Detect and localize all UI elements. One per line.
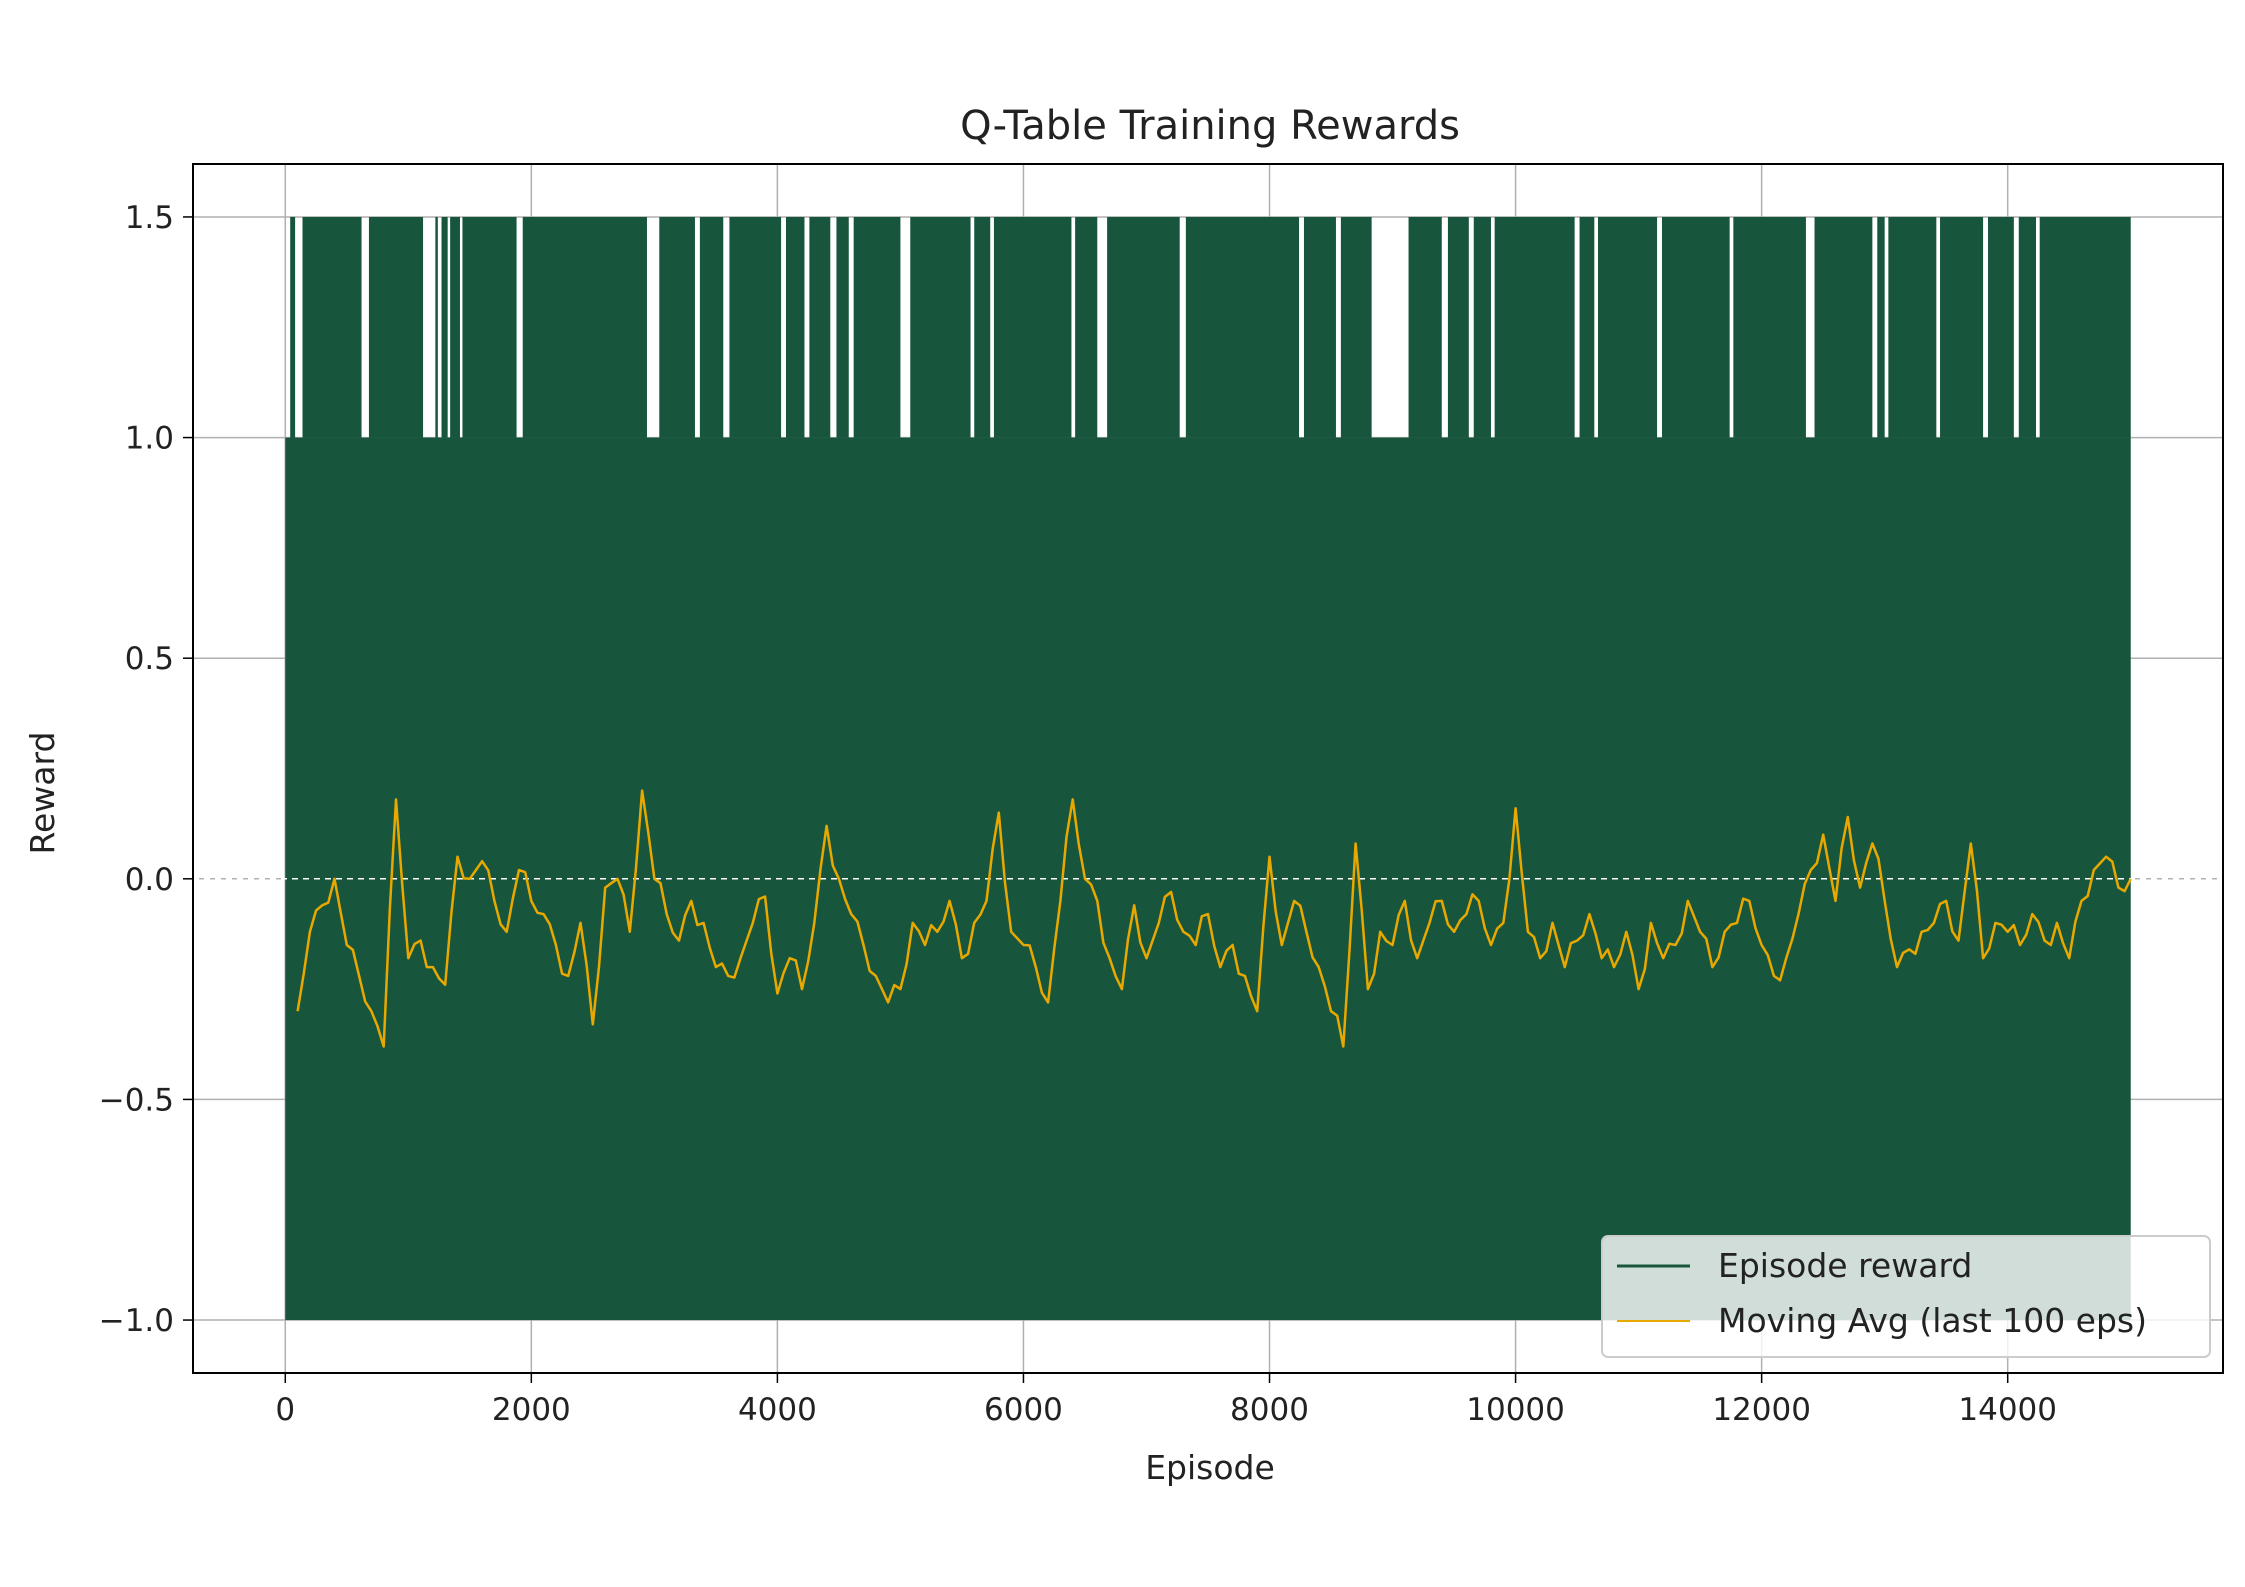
episode-reward-peak [302, 216, 362, 438]
episode-reward-peak [1579, 216, 1595, 438]
episode-reward-peak [809, 216, 831, 438]
episode-reward-peak [1661, 216, 1730, 438]
episode-reward-peak [462, 216, 517, 438]
x-tick-label: 2000 [492, 1392, 571, 1428]
episode-reward-peak [786, 216, 805, 438]
episode-reward-peak [2039, 216, 2131, 438]
episode-reward-peak [729, 216, 782, 438]
x-tick-label: 12000 [1712, 1392, 1811, 1428]
episode-reward-peak [1447, 216, 1469, 438]
legend-label-moving-average: Moving Avg (last 100 eps) [1718, 1301, 2147, 1340]
episode-reward-peak [1075, 216, 1098, 438]
episode-reward-peak [993, 216, 1072, 438]
episode-reward-peak [1598, 216, 1658, 438]
episode-reward-peak [1408, 216, 1442, 438]
episode-reward-peak [1107, 216, 1180, 438]
legend: Episode reward Moving Avg (last 100 eps) [1601, 1235, 2211, 1358]
x-tick-label: 8000 [1230, 1392, 1309, 1428]
episode-reward-peak [2018, 216, 2036, 438]
x-axis-label: Episode [1145, 1448, 1275, 1487]
episode-reward-peak [290, 216, 296, 438]
y-axis-ticks: −1.0 −0.5 0.0 0.5 1.0 1.5 [99, 200, 193, 1339]
episode-reward-peak [1494, 216, 1575, 438]
episode-reward-peak [910, 216, 971, 438]
x-tick-label: 10000 [1466, 1392, 1565, 1428]
episode-reward-peak [1340, 216, 1372, 438]
legend-label-episode-reward: Episode reward [1718, 1246, 1972, 1285]
legend-box [1601, 1235, 2211, 1358]
y-tick-label: 0.0 [125, 862, 174, 898]
y-tick-label: 0.5 [125, 641, 174, 677]
x-tick-label: 4000 [738, 1392, 817, 1428]
x-tick-label: 14000 [1958, 1392, 2057, 1428]
chart-title: Q-Table Training Rewards [960, 103, 1460, 149]
episode-reward-peak [1185, 216, 1300, 438]
episode-reward-peak [853, 216, 901, 438]
x-axis-ticks: 0 2000 4000 6000 8000 10000 12000 14000 [275, 1373, 2057, 1428]
episode-reward-peak [522, 216, 647, 438]
y-tick-label: −1.0 [99, 1303, 174, 1339]
x-tick-label: 0 [275, 1392, 295, 1428]
episode-reward-peak [659, 216, 695, 438]
episode-reward-peak [1814, 216, 1873, 438]
moving-average-line [296, 789, 2132, 1048]
y-tick-label: −0.5 [99, 1082, 174, 1118]
episode-reward-peak [699, 216, 724, 438]
y-axis-label: Reward [23, 732, 62, 855]
episode-reward-peak [974, 216, 991, 438]
episode-reward-peak [435, 216, 438, 438]
episode-reward-peak [450, 216, 460, 438]
episode-reward-peak [1877, 216, 1885, 438]
episode-reward-series [285, 216, 2131, 1321]
episode-reward-peak [368, 216, 424, 438]
episode-reward-peak [836, 216, 849, 438]
episode-reward-peak [1888, 216, 1937, 438]
episode-reward-peak [1988, 216, 2014, 438]
y-tick-label: 1.5 [125, 200, 174, 236]
episode-reward-peak [441, 216, 448, 438]
episode-reward-peak [1940, 216, 1984, 438]
episode-reward-peak [1733, 216, 1806, 438]
episode-reward-peak [1473, 216, 1491, 438]
x-tick-label: 6000 [984, 1392, 1063, 1428]
y-tick-label: 1.0 [125, 421, 174, 457]
episode-reward-peak [1303, 216, 1336, 438]
plot-frame [192, 163, 2224, 1374]
